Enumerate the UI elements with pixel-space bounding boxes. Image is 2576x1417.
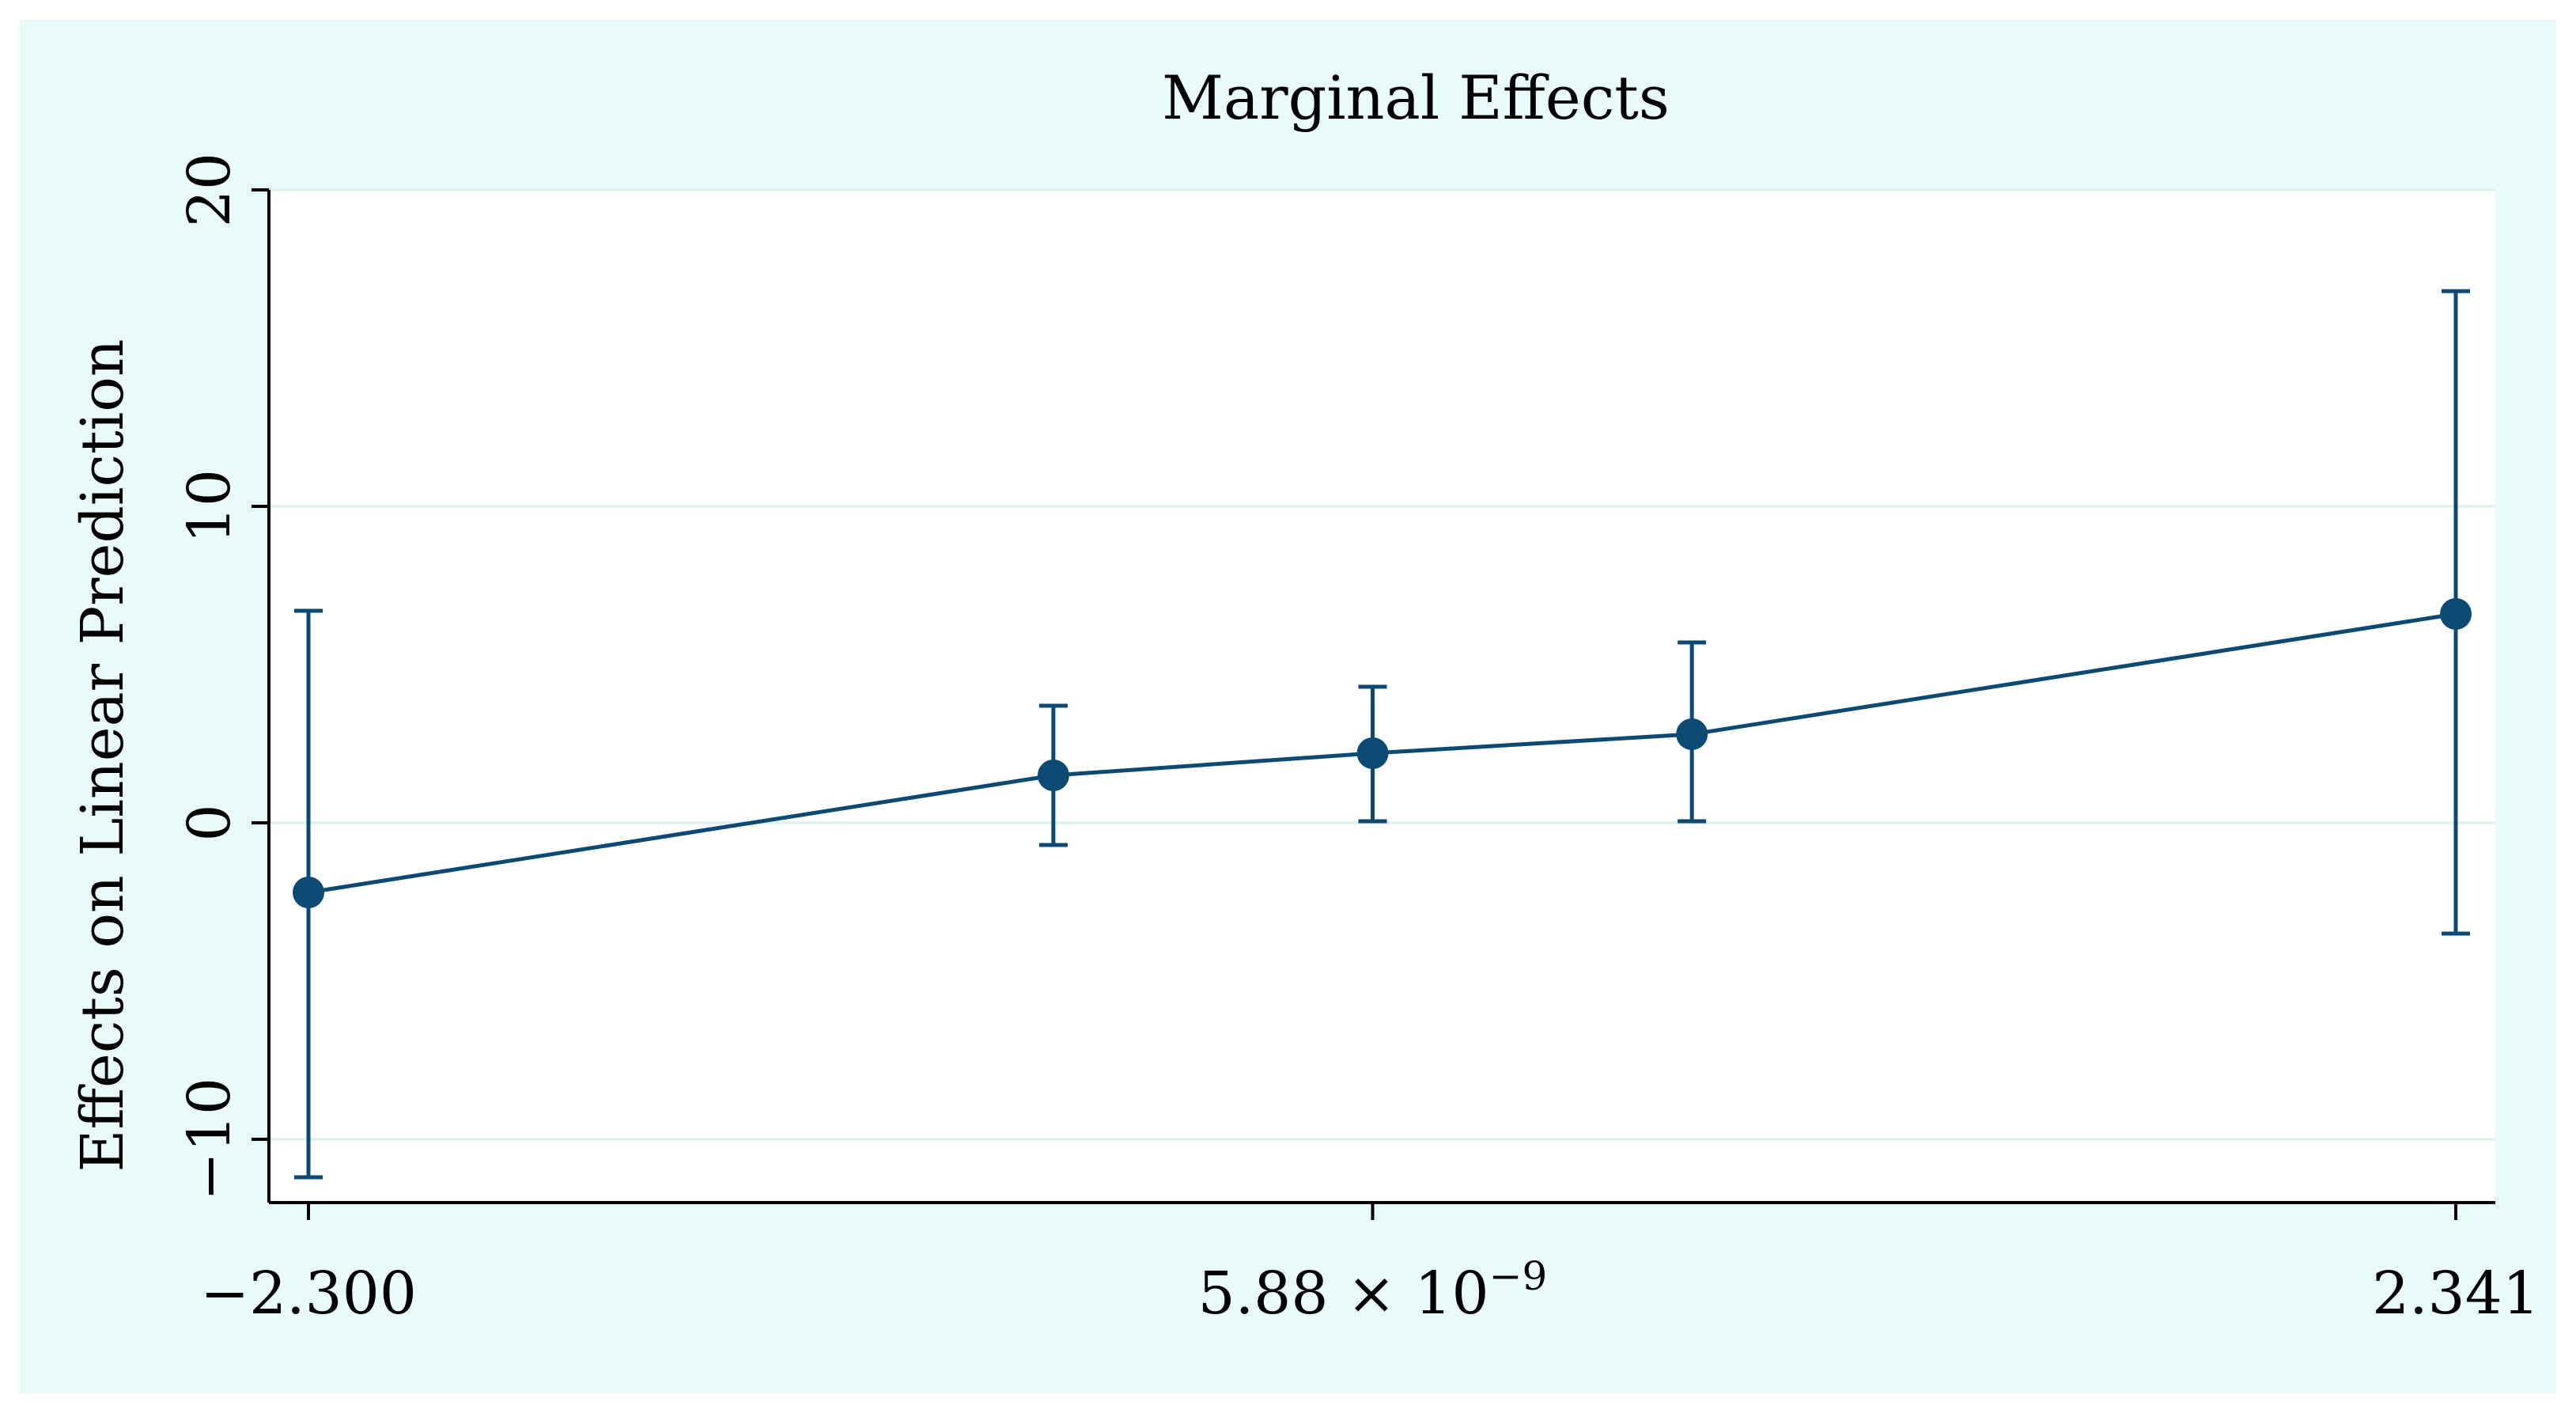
data-point bbox=[2440, 598, 2472, 630]
y-axis-label: Effects on Linear Prediction bbox=[69, 339, 137, 1172]
data-point bbox=[1676, 718, 1708, 750]
x-tick-label: 2.341 bbox=[2372, 1260, 2540, 1328]
data-point bbox=[1356, 737, 1389, 769]
chart-title: Marginal Effects bbox=[1162, 63, 1670, 133]
y-tick-label: 10 bbox=[176, 469, 244, 544]
x-tick-label: −2.300 bbox=[200, 1260, 417, 1328]
data-point bbox=[1037, 760, 1069, 791]
y-tick-label: −10 bbox=[176, 1078, 244, 1201]
x-tick-label-exponent: −9 bbox=[1489, 1253, 1548, 1299]
data-point bbox=[293, 877, 324, 908]
y-tick-label: 20 bbox=[176, 153, 244, 227]
y-tick-label: 0 bbox=[176, 804, 244, 841]
series-layer bbox=[293, 289, 2472, 1180]
plot-area bbox=[269, 190, 2495, 1203]
